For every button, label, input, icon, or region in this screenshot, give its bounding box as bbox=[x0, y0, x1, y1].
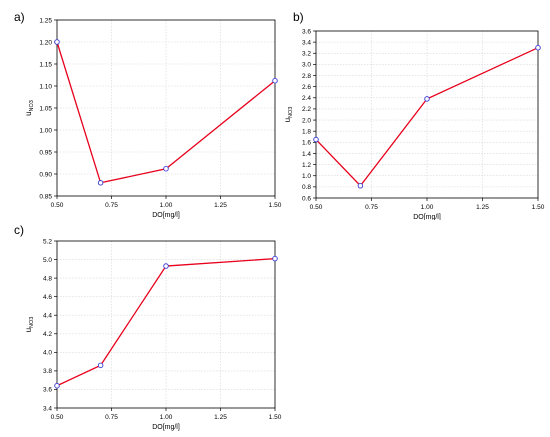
y-axis-title: uNO3 bbox=[285, 107, 294, 123]
x-tick-label: 0.75 bbox=[365, 204, 378, 211]
y-tick-label: 1.20 bbox=[39, 39, 52, 46]
y-tick-label: 3.6 bbox=[43, 387, 52, 394]
y-tick-label: 1.2 bbox=[302, 162, 311, 169]
data-point bbox=[272, 77, 278, 84]
x-tick-label: 1.00 bbox=[160, 414, 173, 421]
y-tick-label: 1.6 bbox=[302, 140, 311, 147]
data-point bbox=[54, 39, 60, 45]
x-axis-title: DO[mg/l] bbox=[413, 214, 441, 220]
panel-label-b: b) bbox=[293, 10, 304, 24]
y-axis-title: uNO3 bbox=[24, 317, 35, 333]
y-tick-label: 3.8 bbox=[43, 368, 52, 375]
y-tick-label: 0.6 bbox=[302, 195, 311, 202]
data-point bbox=[357, 183, 364, 189]
y-tick-label: 5.2 bbox=[43, 238, 52, 245]
data-point bbox=[97, 362, 104, 369]
x-tick-label: 0.50 bbox=[310, 204, 323, 211]
y-tick-label: 1.25 bbox=[39, 17, 52, 24]
y-tick-label: 3.4 bbox=[302, 39, 311, 46]
x-axis-title: DO[mg/l] bbox=[152, 212, 180, 219]
series-line bbox=[56, 41, 276, 184]
data-point bbox=[272, 255, 278, 262]
y-axis-title: uNO3 bbox=[24, 100, 35, 116]
y-tick-label: 1.0 bbox=[302, 173, 311, 180]
y-tick-label: 4.4 bbox=[43, 313, 52, 320]
y-tick-label: 3.4 bbox=[43, 405, 52, 412]
x-tick-label: 1.25 bbox=[476, 204, 489, 211]
y-tick-label: 5.0 bbox=[43, 257, 52, 264]
y-tick-label: 3.6 bbox=[302, 28, 311, 35]
x-tick-label: 1.50 bbox=[269, 202, 282, 209]
x-axis-title: DO[mg/l] bbox=[152, 424, 180, 431]
x-tick-label: 0.75 bbox=[105, 202, 118, 209]
x-tick-label: 0.50 bbox=[51, 202, 64, 209]
y-tick-label: 3.0 bbox=[302, 62, 311, 69]
y-tick-label: 4.0 bbox=[43, 350, 52, 357]
data-point bbox=[424, 96, 430, 102]
series-line bbox=[315, 47, 539, 187]
panel-a: a) 0.50 0.75 1.00 1.25 1.50 0.85 0.90 0.95 1.00 1… bbox=[0, 0, 285, 220]
data-point bbox=[54, 382, 60, 389]
y-tick-label: 0.90 bbox=[39, 171, 52, 178]
y-tick-label: 1.10 bbox=[39, 83, 52, 90]
chart-a: 0.50 0.75 1.00 1.25 1.50 0.85 0.90 0.95 1.00 1.05… bbox=[24, 17, 282, 219]
data-point bbox=[535, 44, 541, 51]
panel-c: c) 0.50 0.75 1.00 1.25 1.50 3.4 3.6 3.8 4.0 4.2 4.… bbox=[0, 215, 285, 437]
x-tick-label: 1.25 bbox=[214, 202, 227, 209]
x-tick-label: 1.00 bbox=[160, 202, 173, 209]
chart-b: 0.50 0.75 1.00 1.25 1.50 0.6 0.8 1.0 1.2 1.4 1.6 1.… bbox=[285, 28, 545, 220]
x-tick-label: 0.75 bbox=[105, 414, 118, 421]
y-tick-label: 1.00 bbox=[39, 127, 52, 134]
x-tick-label: 1.25 bbox=[214, 414, 227, 421]
y-tick-label: 2.2 bbox=[302, 106, 311, 113]
y-tick-label: 4.6 bbox=[43, 294, 52, 301]
y-tick-label: 0.95 bbox=[39, 149, 52, 156]
y-tick-label: 1.8 bbox=[302, 129, 311, 136]
y-tick-label: 4.8 bbox=[43, 275, 52, 282]
y-tick-label: 2.6 bbox=[302, 84, 311, 91]
y-tick-label: 3.2 bbox=[302, 51, 311, 58]
data-point bbox=[97, 180, 104, 186]
x-tick-label: 1.50 bbox=[269, 414, 282, 421]
x-tick-label: 1.00 bbox=[421, 204, 434, 211]
panel-label-c: c) bbox=[14, 223, 24, 237]
data-point bbox=[163, 263, 169, 269]
x-tick-label: 0.50 bbox=[51, 414, 64, 421]
y-tick-label: 1.15 bbox=[39, 61, 52, 68]
y-tick-label: 2.4 bbox=[302, 95, 311, 102]
x-tick-label: 1.50 bbox=[532, 204, 545, 211]
series-line bbox=[56, 257, 276, 387]
y-tick-label: 0.85 bbox=[39, 193, 52, 200]
y-tick-label: 2.8 bbox=[302, 73, 311, 80]
y-tick-label: 1.4 bbox=[302, 151, 311, 158]
panel-label-a: a) bbox=[14, 10, 25, 24]
panel-b: b) 0.50 0.75 1.00 1.25 1.50 0.6 0.8 1.0 1.2 1.4 1.… bbox=[285, 0, 550, 220]
chart-c: 0.50 0.75 1.00 1.25 1.50 3.4 3.6 3.8 4.0 4.2 4.4 4.… bbox=[24, 238, 282, 431]
y-tick-label: 4.2 bbox=[43, 331, 52, 338]
y-tick-label: 1.05 bbox=[39, 105, 52, 112]
y-tick-label: 0.8 bbox=[302, 184, 311, 191]
y-tick-label: 2.0 bbox=[302, 117, 311, 124]
data-point bbox=[163, 165, 169, 172]
data-point bbox=[313, 136, 319, 143]
